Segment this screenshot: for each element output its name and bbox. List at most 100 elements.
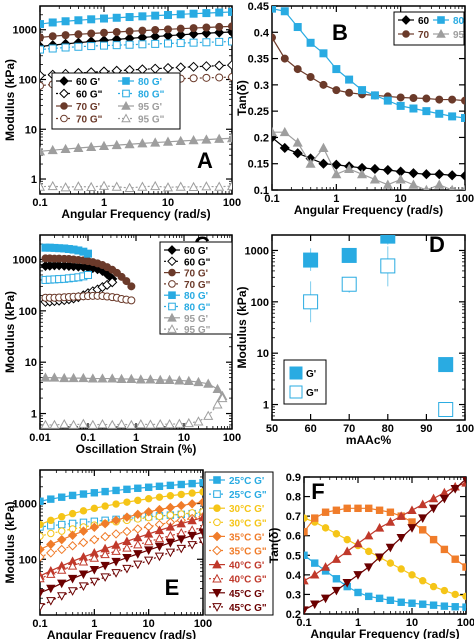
x-tick-label: 100 [456,423,474,435]
data-point [90,504,99,513]
data-point [122,277,131,286]
data-point [122,526,132,537]
data-point [73,142,84,153]
data-point [280,54,289,63]
data-point [407,524,417,533]
data-point [58,527,66,535]
data-point [214,133,225,143]
data-point [461,96,465,105]
series-line [40,526,203,580]
data-point [164,39,172,48]
legend-marker [167,312,177,322]
data-point [189,38,198,47]
y-tick-label: 0.3 [286,589,301,601]
data-point [124,182,135,193]
data-point [310,600,320,610]
data-point [374,553,385,563]
data-point [164,10,172,19]
data-point [451,555,459,563]
data-point [434,179,445,189]
data-point [124,138,135,149]
x-tick-label: 1 [101,197,107,209]
data-point [101,502,109,510]
legend-marker [289,385,303,399]
data-point [193,376,204,387]
data-point [385,543,396,553]
data-point [87,29,96,38]
data-point [125,40,134,49]
x-tick-label: 70 [343,423,355,435]
data-point [188,181,199,192]
data-point [40,603,45,612]
data-point [174,418,185,428]
data-point [292,137,303,147]
data-point [461,113,465,122]
legend-label: 70 [418,30,430,41]
data-point [198,537,203,546]
series-line [272,8,465,119]
data-point [440,586,449,595]
data-point [306,72,315,81]
data-point [138,40,147,49]
data-point [462,592,466,601]
series-line [40,517,203,577]
legend-label: 40°C G" [229,575,267,586]
data-point [408,168,419,179]
data-point [111,569,121,578]
y-tick-label: 0.35 [248,54,269,66]
data-point [90,489,99,497]
x-tick-label: 0.1 [32,618,47,630]
data-point [429,601,438,609]
data-point [364,530,374,540]
data-point [447,170,458,181]
x-tick-label: 1 [355,617,361,629]
legend-marker [212,603,222,612]
y-tick-label: 0.8 [286,492,301,504]
panel-e: 0.1 1 10 100 100 1000 Angular Frequency (rad/s… [3,469,274,639]
series-line [40,491,203,526]
data-point [116,373,127,384]
data-point [331,554,342,563]
data-point [40,589,45,598]
legend-label: 60 G" [76,90,103,101]
data-point [48,44,57,53]
data-point [187,531,197,541]
legend-label: 45°C G' [229,589,264,600]
data-point [40,372,51,382]
data-point [40,181,46,191]
data-point [143,507,154,517]
data-point [321,524,330,532]
data-point [409,104,418,113]
data-point [135,374,146,384]
x-tick-label: 10 [395,193,407,205]
data-point [89,553,100,562]
y-tick-label: 0.2 [254,132,269,144]
data-point [162,62,174,74]
data-point [143,556,154,566]
data-point [40,520,44,529]
legend-marker [168,268,176,277]
x-tick-label: 1 [91,618,97,630]
data-point [215,73,224,82]
data-point [331,586,342,596]
data-point [58,513,66,521]
data-point [111,546,121,555]
series-line [272,136,465,177]
data-point [215,8,224,17]
legend-marker [168,280,176,288]
data-point [193,416,204,426]
y-tick-label: 0.25 [248,106,269,118]
legend-label: 70 G" [184,280,211,291]
data-point [154,533,165,543]
y-tick-label: 0.3 [254,80,269,92]
data-point [125,13,134,22]
plot-frame [303,476,467,615]
data-point [332,65,341,74]
data-point [353,538,363,548]
x-tick-label: 60 [304,423,316,435]
data-point [318,158,329,169]
data-point [98,180,110,190]
data-point [332,86,341,95]
x-tick-label: 100 [457,617,474,629]
